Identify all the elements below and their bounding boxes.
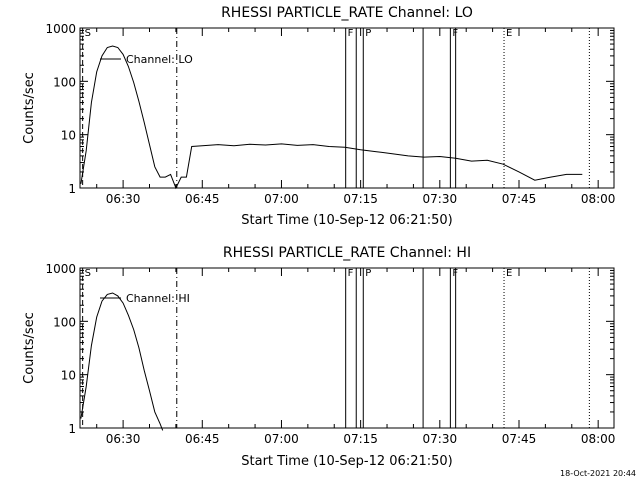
y-tick-label: 100 (53, 315, 76, 329)
y-tick-label: 10 (61, 369, 76, 383)
y-axis-label: Counts/sec (22, 312, 37, 384)
y-tick-label: 1000 (45, 262, 76, 276)
x-tick-label: 06:45 (185, 432, 220, 446)
event-marker-label: F (348, 268, 354, 279)
x-tick-label: 07:45 (502, 432, 537, 446)
y-tick-label: 1 (68, 182, 76, 196)
x-tick-label: 08:00 (581, 192, 616, 206)
y-tick-label: 100 (53, 75, 76, 89)
event-marker-label: S (85, 28, 91, 39)
x-tick-label: 06:30 (106, 432, 141, 446)
legend-label: Channel: LO (126, 53, 193, 66)
event-marker-label: P (365, 268, 371, 279)
x-tick-label: 07:00 (264, 432, 299, 446)
y-tick-label: 1 (68, 422, 76, 436)
legend-label: Channel: HI (126, 292, 190, 305)
series-line-hi (80, 292, 164, 431)
y-axis-label: Counts/sec (22, 72, 37, 144)
chart-title: RHESSI PARTICLE_RATE Channel: HI (223, 245, 471, 261)
event-marker-label: E (506, 28, 512, 39)
event-marker-label: P (365, 28, 371, 39)
x-tick-label: 07:30 (423, 432, 458, 446)
axis-ticks: 06:30 06:45 07:00 07:15 07:30 07:45 08:00 1 10 10… (45, 22, 615, 206)
axis-ticks: 06:30 06:45 07:00 07:15 07:30 07:45 08:00 1 10 10… (45, 262, 615, 446)
event-markers: SFPFE (82, 28, 590, 188)
x-tick-label: 06:30 (106, 192, 141, 206)
x-tick-label: 07:00 (264, 192, 299, 206)
event-marker-label: S (85, 268, 91, 279)
timestamp: 18-Oct-2021 20:44 (560, 469, 636, 478)
series-line-lo (80, 45, 583, 190)
plot-frame (79, 27, 615, 189)
x-tick-label: 07:45 (502, 192, 537, 206)
chart-panel-hi: RHESSI PARTICLE_RATE Channel: HI SFPFE 0… (22, 245, 615, 469)
x-axis-label: Start Time (10-Sep-12 06:21:50) (241, 454, 452, 469)
x-tick-label: 06:45 (185, 192, 220, 206)
x-tick-label: 08:00 (581, 432, 616, 446)
chart-title: RHESSI PARTICLE_RATE Channel: LO (221, 5, 473, 21)
chart-panel-lo: RHESSI PARTICLE_RATE Channel: LO SFPFE 0… (22, 5, 615, 228)
x-tick-label: 07:15 (343, 432, 378, 446)
y-tick-label: 10 (61, 129, 76, 143)
plot-frame (79, 267, 615, 429)
event-marker-label: E (506, 268, 512, 279)
y-tick-label: 1000 (45, 22, 76, 36)
event-marker-label: F (348, 28, 354, 39)
x-tick-label: 07:15 (343, 192, 378, 206)
x-tick-label: 07:30 (423, 192, 458, 206)
event-markers: SFPFE (82, 268, 590, 428)
x-axis-label: Start Time (10-Sep-12 06:21:50) (241, 213, 452, 228)
